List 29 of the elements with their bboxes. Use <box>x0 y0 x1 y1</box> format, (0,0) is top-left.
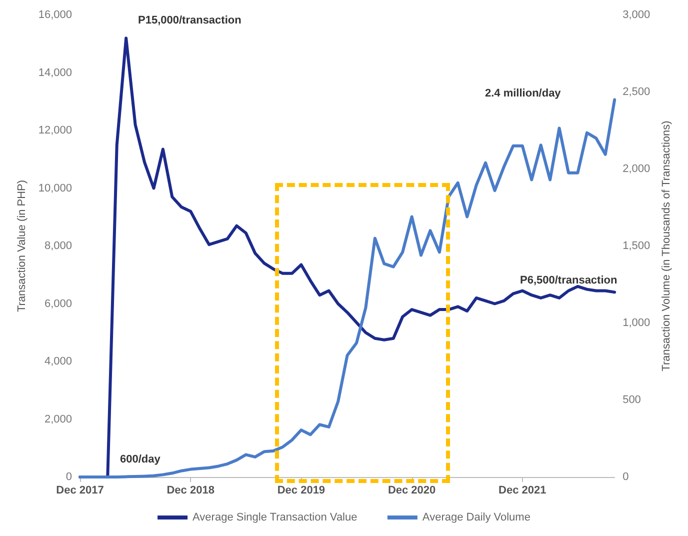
y-tick-label: 8,000 <box>44 240 72 252</box>
y-tick-label: 12,000 <box>38 124 72 136</box>
y-tick-label: 16,000 <box>38 9 72 21</box>
y2-tick-label: 0 <box>622 471 629 483</box>
legend-label: Average Daily Volume <box>422 512 530 524</box>
x-tick-label: Dec 2019 <box>277 484 326 496</box>
x-tick-label: Dec 2021 <box>498 484 546 496</box>
y2-tick-label: 500 <box>622 394 641 406</box>
annotation: 2.4 million/day <box>485 88 562 100</box>
y-axis-title: Transaction Value (in PHP) <box>16 180 28 312</box>
x-tick-label: Dec 2017 <box>56 484 104 496</box>
y2-tick-label: 3,000 <box>622 9 650 21</box>
y2-tick-label: 1,500 <box>622 240 650 252</box>
y2-tick-label: 1,000 <box>622 317 650 329</box>
legend-label: Average Single Transaction Value <box>192 512 358 524</box>
y2-tick-label: 2,000 <box>622 163 650 175</box>
x-tick-label: Dec 2020 <box>388 484 436 496</box>
y-tick-label: 0 <box>66 471 72 483</box>
x-tick-label: Dec 2018 <box>166 484 214 496</box>
y-tick-label: 10,000 <box>38 182 72 194</box>
annotation: P6,500/transaction <box>520 274 618 286</box>
y-tick-label: 14,000 <box>38 66 72 79</box>
y-tick-label: 4,000 <box>44 356 72 368</box>
annotation: P15,000/transaction <box>138 14 242 26</box>
y-tick-label: 6,000 <box>44 298 72 310</box>
y2-tick-label: 2,500 <box>622 86 650 98</box>
y2-axis-title: Transaction Volume (in Thousands of Transactions) <box>660 120 672 372</box>
annotation: 600/day <box>120 454 162 466</box>
y-tick-label: 2,000 <box>44 413 72 426</box>
